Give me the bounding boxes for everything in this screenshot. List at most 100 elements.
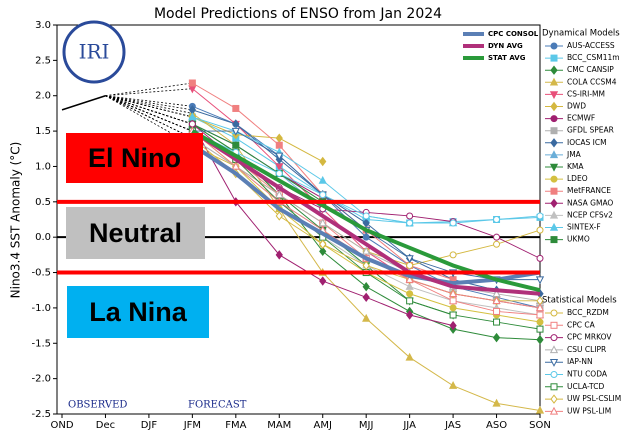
marker [550, 334, 558, 342]
marker [318, 175, 327, 184]
marker [536, 325, 544, 333]
y-tick-label: 0.5 [35, 197, 51, 208]
marker [492, 296, 501, 305]
marker [406, 297, 414, 305]
legend-label: NTU CODA [567, 370, 608, 379]
marker [536, 335, 544, 345]
x-tick-label: JJA [402, 420, 416, 431]
marker [406, 310, 414, 320]
average-line [191, 129, 541, 296]
marker [405, 255, 414, 264]
marker [405, 282, 414, 290]
chart-title: Model Predictions of ENSO from Jan 2024 [154, 6, 442, 22]
legend-label: BCC_CSM11m [567, 53, 620, 62]
legend-label: MetFRANCE [567, 186, 611, 195]
marker [362, 233, 370, 241]
marker [550, 101, 558, 112]
marker [550, 309, 558, 317]
marker [231, 161, 240, 170]
legend-label: STAT AVG [488, 54, 526, 62]
marker [550, 236, 558, 244]
marker [549, 163, 559, 172]
legend-label: LDEO [567, 174, 588, 183]
marker [448, 381, 458, 389]
x-tick-label: JAS [444, 420, 461, 431]
plot-layer: -2.5 -2.0 -1.5 -1.0 -0.5 0.0 0.5 1.0 1.5 2.0 2.5 3.… [31, 20, 550, 431]
y-tick-label: -1.5 [31, 338, 51, 349]
marker [536, 212, 544, 220]
legend-label: CMC CANSIP [567, 65, 614, 74]
legend-label: DWD [567, 102, 586, 111]
marker [319, 239, 327, 249]
marker [493, 240, 501, 248]
legend-title: Statistical Models [542, 296, 617, 306]
legend-label: GFDL SPEAR [567, 126, 614, 135]
marker [549, 406, 559, 415]
marker [549, 359, 559, 367]
marker [550, 54, 558, 62]
connector [105, 95, 193, 132]
y-tick-label: -1.0 [31, 303, 51, 314]
legend-label: ECMWF [567, 114, 595, 123]
marker [405, 274, 414, 283]
marker [405, 352, 414, 361]
connector [105, 95, 193, 107]
legend-title: Dynamical Models [542, 29, 620, 39]
marker [449, 219, 457, 227]
marker [550, 115, 558, 123]
marker [362, 292, 370, 303]
marker [549, 77, 559, 86]
marker [493, 216, 501, 223]
marker [406, 212, 414, 220]
model-line [192, 116, 323, 162]
legend-label: CPC CONSOL [488, 30, 539, 38]
marker [362, 281, 370, 292]
marker [406, 290, 414, 298]
marker [232, 104, 240, 112]
marker [550, 394, 558, 404]
x-tick-label: OND [50, 420, 73, 431]
zone-label: La Nina [89, 297, 188, 327]
marker [188, 79, 196, 87]
marker [550, 65, 558, 75]
marker [362, 260, 370, 271]
marker [406, 219, 414, 227]
legend-label: BCC_RZDM [567, 308, 609, 317]
legend-label: UW PSL-LIM [567, 406, 611, 415]
legend-label: KMA [567, 162, 584, 171]
y-tick-label: 2.5 [35, 55, 51, 66]
marker [493, 318, 501, 326]
marker [319, 156, 327, 167]
legend-label: UKMO [567, 235, 590, 244]
legend-label: JMA [566, 150, 582, 159]
marker [231, 127, 240, 136]
marker [319, 191, 327, 199]
x-tick-label: Dec [96, 420, 115, 431]
average-line [191, 129, 541, 293]
connector [105, 82, 193, 97]
marker [188, 112, 197, 121]
logo [62, 20, 126, 84]
connector [105, 95, 193, 118]
marker [536, 311, 544, 319]
x-tick-label: SON [529, 420, 551, 431]
zone-label: El Nino [88, 143, 181, 173]
marker [549, 345, 559, 354]
connector [105, 95, 193, 132]
x-tick-label: MJJ [359, 420, 374, 431]
marker [449, 297, 457, 305]
observed-line [61, 95, 106, 111]
marker [232, 141, 240, 149]
x-tick-label: MAM [267, 420, 291, 431]
marker [550, 187, 558, 195]
zone-label: Neutral [89, 218, 182, 248]
marker [449, 320, 457, 331]
connector [105, 95, 193, 132]
marker [449, 304, 457, 312]
y-tick-label: 1.5 [35, 126, 51, 137]
legend-label: IOCAS ICM [567, 138, 607, 147]
x-tick-label: ASO [486, 420, 507, 431]
marker [449, 311, 457, 319]
marker [550, 127, 558, 135]
